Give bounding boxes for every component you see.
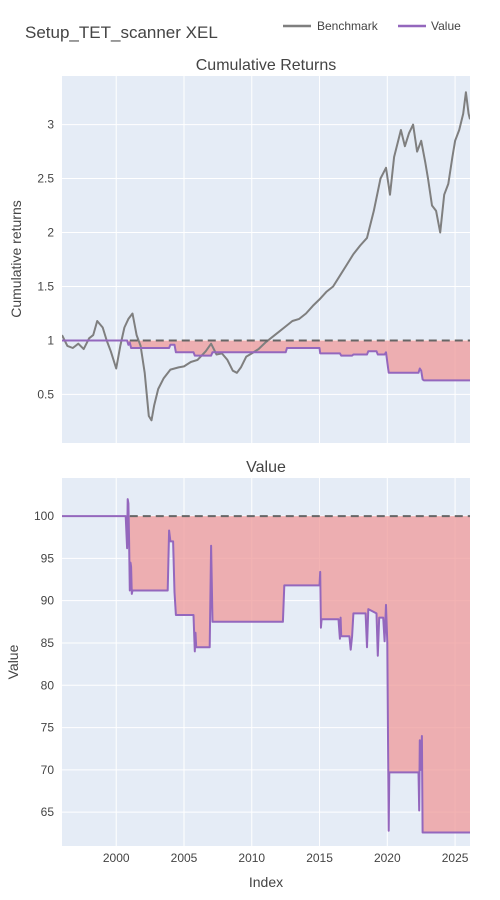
plot-area-0 xyxy=(62,76,470,443)
x-tick-label: 2015 xyxy=(306,851,333,865)
x-tick-label: 2010 xyxy=(238,851,265,865)
x-tick-label: 2005 xyxy=(171,851,198,865)
series-line-value[interactable] xyxy=(62,339,470,382)
subplot-title-value: Value xyxy=(246,459,286,476)
y-tick-label: 65 xyxy=(41,805,55,819)
x-axis-title: Index xyxy=(249,874,283,890)
cumulative-returns-panel: Cumulative Returns Cumulative returns 0.… xyxy=(8,57,470,443)
y-tick-label: 85 xyxy=(41,636,55,650)
y-tick-label: 2.5 xyxy=(37,172,54,186)
legend-item-benchmark[interactable]: Benchmark xyxy=(283,19,379,33)
series-line-value[interactable] xyxy=(62,498,470,834)
y-tick-label: 90 xyxy=(41,594,55,608)
y-tick-label: 100 xyxy=(34,509,54,523)
grid-0 xyxy=(62,76,470,443)
legend-label-value: Value xyxy=(431,19,461,33)
x-tick-label: 2000 xyxy=(103,851,130,865)
legend-item-value[interactable]: Value xyxy=(398,19,461,33)
legend-label-benchmark: Benchmark xyxy=(317,19,379,33)
legend[interactable]: Benchmark Value xyxy=(283,19,461,33)
y-tick-label: 95 xyxy=(41,551,55,565)
y-tick-label: 80 xyxy=(41,678,55,692)
drawdown-area xyxy=(62,499,470,833)
y-tick-label: 2 xyxy=(47,226,54,240)
y-tick-label: 1 xyxy=(47,333,54,347)
y-axis-title-value: Value xyxy=(5,644,21,679)
y-tick-label: 0.5 xyxy=(37,387,54,401)
y-tick-label: 3 xyxy=(47,118,54,132)
subplot-title-cumulative-returns: Cumulative Returns xyxy=(196,57,337,74)
x-tick-label: 2020 xyxy=(374,851,401,865)
chart-title: Setup_TET_scanner XEL xyxy=(25,23,218,42)
y-tick-label: 70 xyxy=(41,763,55,777)
y-axis-title-cumulative-returns: Cumulative returns xyxy=(8,200,24,318)
x-tick-label: 2025 xyxy=(442,851,469,865)
value-panel: Value Value Index 65 70 75 80 85 90 95 100 2000 2… xyxy=(5,459,470,890)
y-tick-label: 75 xyxy=(41,721,55,735)
series-line-benchmark[interactable] xyxy=(62,91,470,422)
y-tick-label: 1.5 xyxy=(37,279,54,293)
